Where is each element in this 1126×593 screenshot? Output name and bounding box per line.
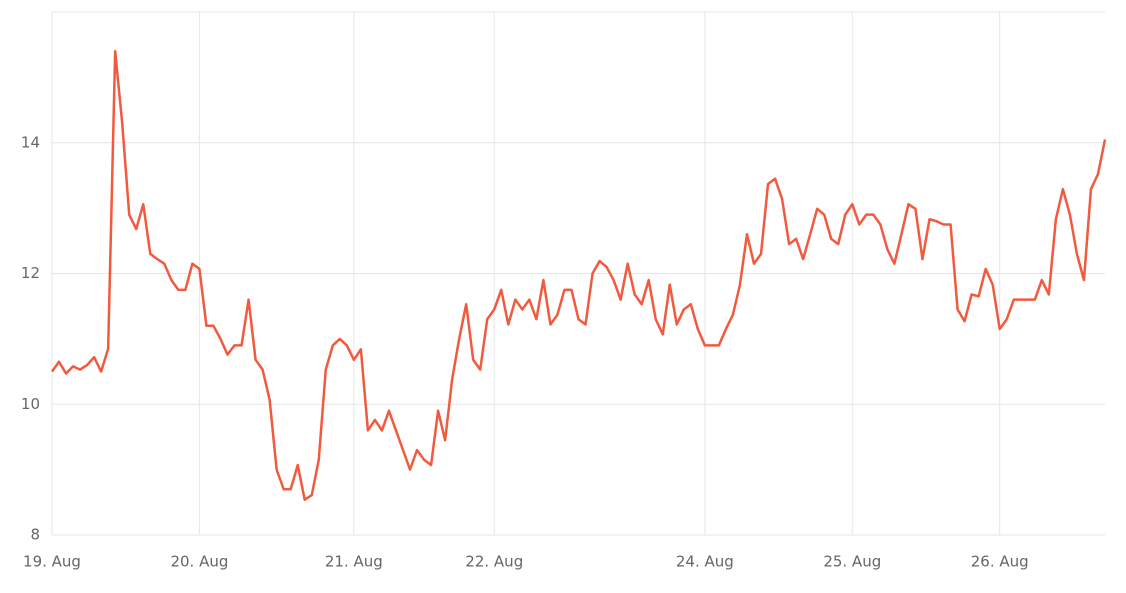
x-tick-label: 25. Aug <box>823 553 881 571</box>
y-tick-label: 14 <box>21 133 40 151</box>
x-tick-label: 20. Aug <box>170 553 228 571</box>
line <box>50 49 1107 501</box>
x-tick-label: 22. Aug <box>465 553 523 571</box>
y-tick-label: 12 <box>21 264 40 282</box>
x-tick-label: 24. Aug <box>676 553 734 571</box>
x-tick-label: 19. Aug <box>23 553 81 571</box>
y-tick-label: 8 <box>30 526 40 544</box>
y-tick-label: 10 <box>21 395 40 413</box>
x-tick-label: 21. Aug <box>325 553 383 571</box>
x-tick-label: 26. Aug <box>971 553 1029 571</box>
